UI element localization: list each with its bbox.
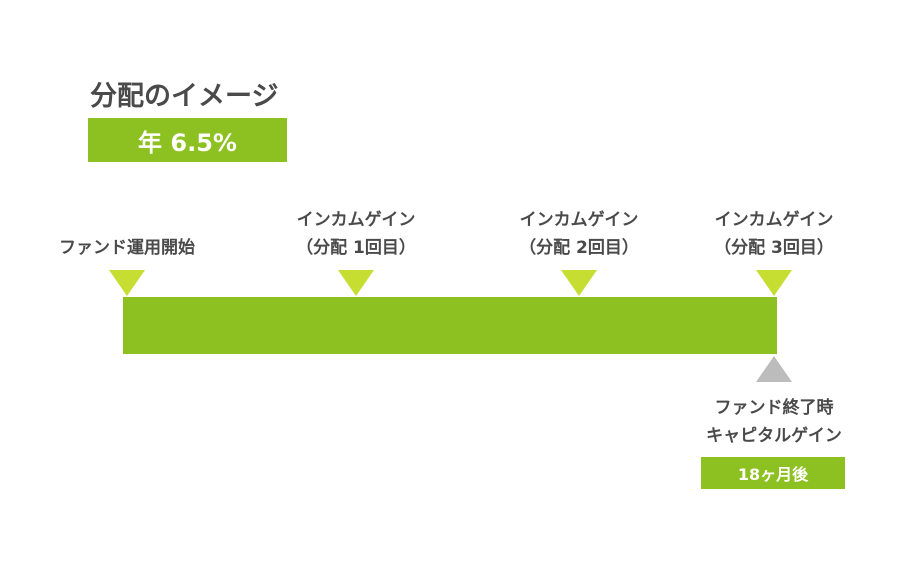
payout-3-label: インカムゲイン （分配 3回目） (714, 206, 834, 262)
timeline-bar (123, 297, 777, 354)
start-marker (109, 270, 145, 296)
start-label-text: ファンド運用開始 (59, 238, 195, 258)
end-label-line1: ファンド終了時 (714, 398, 834, 418)
payout-1-marker (338, 270, 374, 296)
payout-2-line2: （分配 2回目） (519, 238, 639, 258)
payout-2-line1: インカムゲイン (519, 210, 639, 230)
period-badge: 18ヶ月後 (701, 457, 845, 489)
rate-badge: 年 6.5% (88, 118, 287, 162)
payout-3-line1: インカムゲイン (714, 210, 834, 230)
payout-3-marker (756, 270, 792, 296)
payout-1-line2: （分配 1回目） (296, 238, 416, 258)
payout-1-label: インカムゲイン （分配 1回目） (296, 206, 416, 262)
payout-1-line1: インカムゲイン (296, 210, 416, 230)
start-label: ファンド運用開始 (59, 234, 195, 262)
page-title: 分配のイメージ (90, 81, 279, 112)
payout-2-marker (561, 270, 597, 296)
payout-2-label: インカムゲイン （分配 2回目） (519, 206, 639, 262)
end-marker (756, 356, 792, 382)
payout-3-line2: （分配 3回目） (714, 238, 834, 258)
end-label-line2: キャピタルゲイン (706, 426, 842, 446)
end-label: ファンド終了時 キャピタルゲイン (706, 394, 842, 450)
